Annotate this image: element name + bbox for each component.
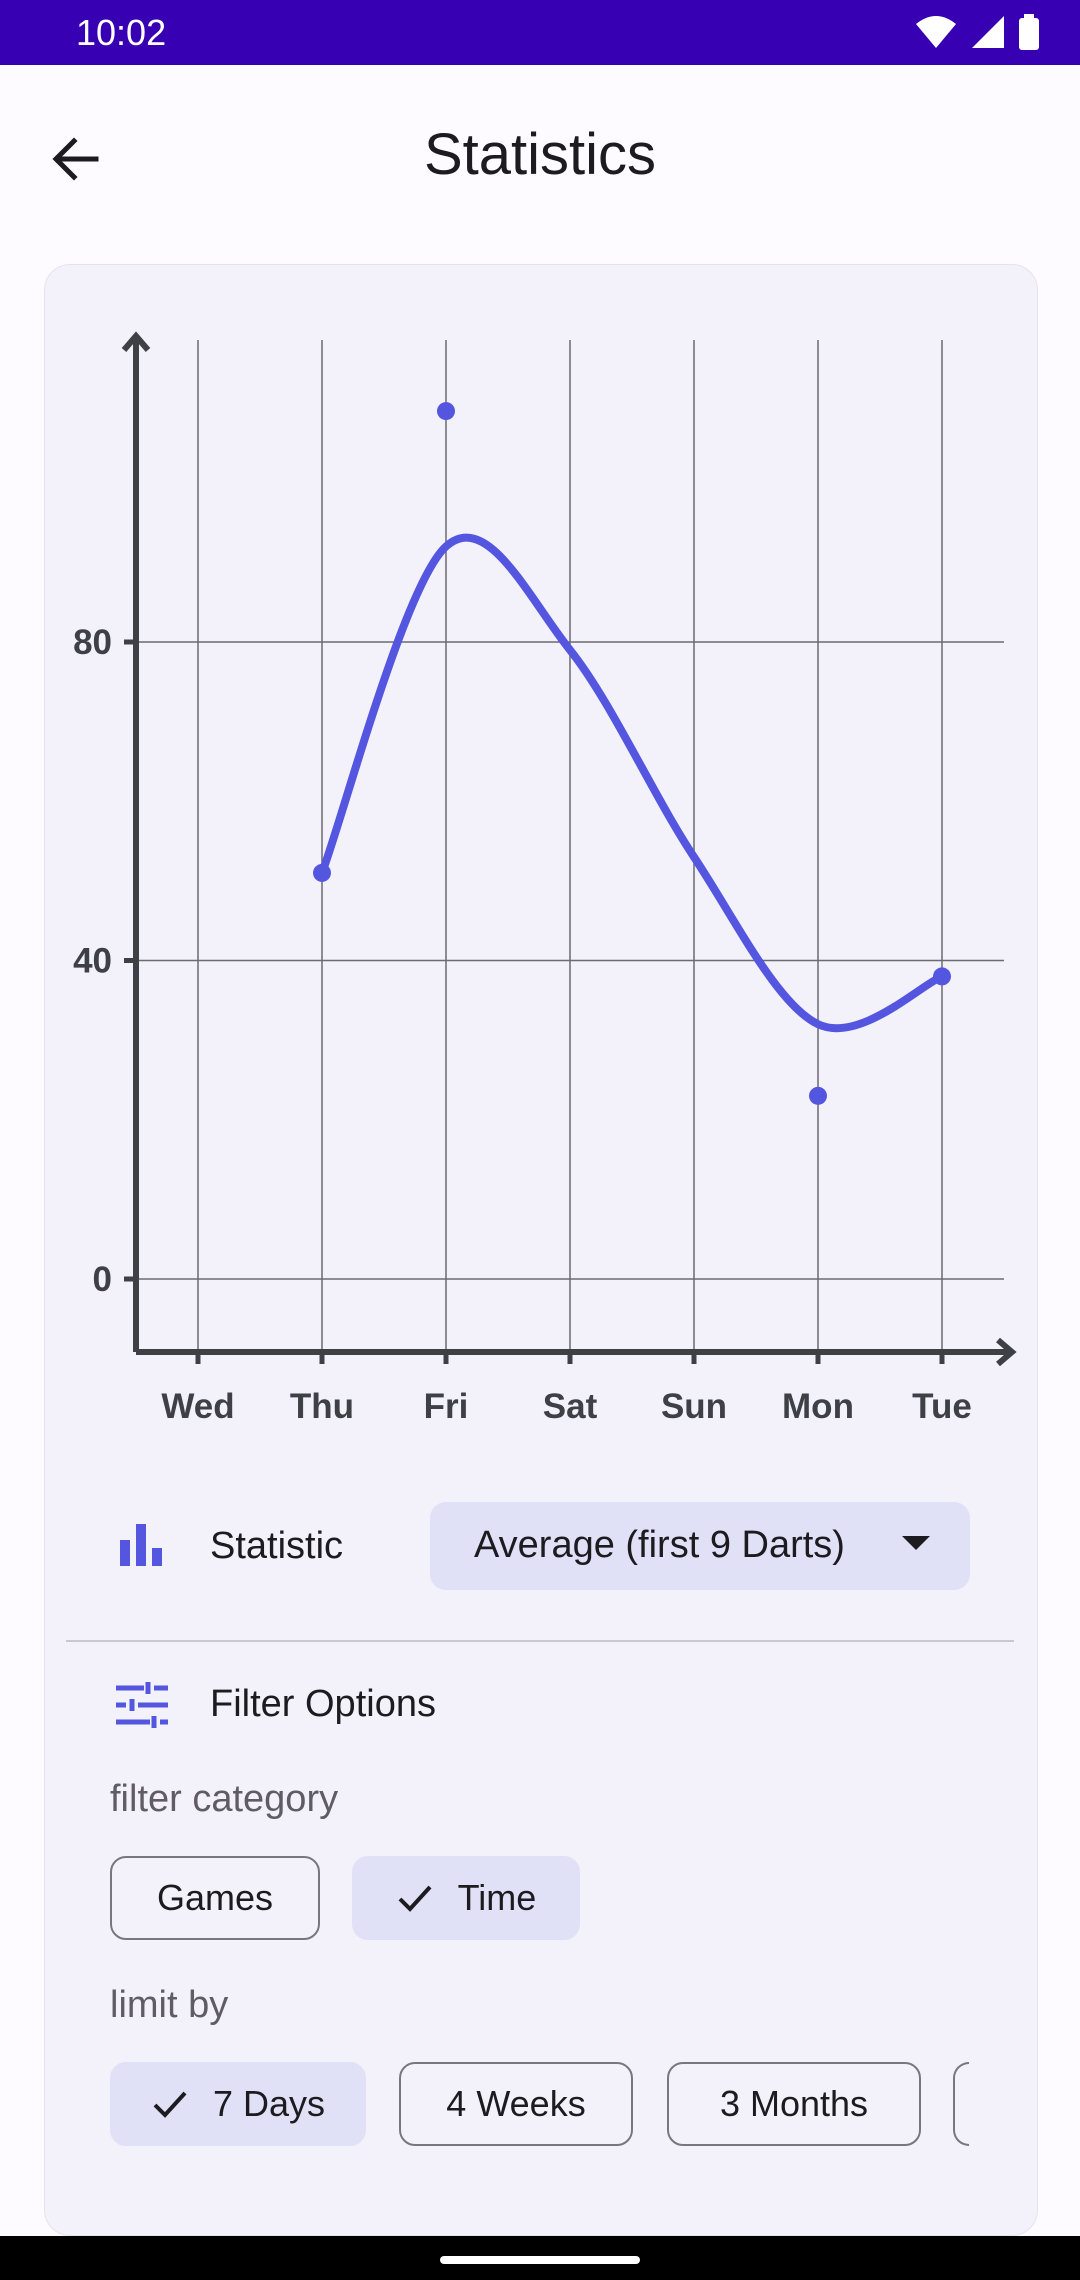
x-tick-label: Mon [782,1387,854,1426]
line-chart: Wed Thu Fri Sat Sun Mon Tue 0 40 80 [73,331,1017,1426]
chip-games-label: Games [156,1877,274,1918]
status-bar: 10:02 [0,0,1080,65]
y-tick-label: 40 [73,942,112,981]
chip-7-days[interactable]: 7 Days [110,2062,366,2146]
bar-chart-icon [120,1524,162,1566]
x-tick-label: Fri [424,1387,469,1426]
filter-category-label: filter category [110,1778,339,1820]
status-time: 10:02 [76,12,167,53]
wifi-icon [916,16,956,48]
chip-more-partial[interactable] [953,2062,969,2146]
x-tick-label: Sat [543,1387,598,1426]
chip-4-weeks-label: 4 Weeks [446,2083,586,2124]
statistic-dropdown[interactable]: Average (first 9 Darts) [430,1502,970,1590]
statistic-label: Statistic [210,1525,344,1567]
chip-4-weeks[interactable]: 4 Weeks [399,2062,633,2146]
data-point [809,1086,827,1105]
battery-icon [1019,14,1039,50]
signal-icon [972,16,1004,48]
statistic-selected: Average (first 9 Darts) [474,1524,845,1566]
chip-games[interactable]: Games [110,1856,320,1940]
tune-icon [116,1682,168,1728]
check-icon [153,2091,187,2118]
caret-down-icon [902,1536,930,1550]
y-tick-label: 0 [93,1260,112,1299]
y-axis-arrow [121,331,151,352]
filter-options-label: Filter Options [210,1683,436,1725]
chip-3-months-label: 3 Months [719,2083,869,2124]
series-line [318,533,946,1033]
chip-3-months[interactable]: 3 Months [667,2062,921,2146]
chip-time-label: Time [457,1877,537,1918]
chip-time[interactable]: Time [352,1856,580,1940]
app-bar: Statistics [0,65,1080,245]
home-indicator[interactable] [440,2256,640,2264]
navigation-bar [0,2236,1080,2280]
x-tick-label: Thu [290,1387,354,1426]
data-point [437,402,455,421]
chip-7-days-label: 7 Days [212,2083,326,2124]
status-icons [914,14,1040,50]
data-point [313,863,331,882]
page-title: Statistics [423,122,657,187]
y-tick-label: 80 [73,623,112,662]
x-tick-label: Sun [661,1387,727,1426]
x-tick-label: Tue [912,1387,972,1426]
data-point [933,967,951,986]
arrow-back-icon[interactable] [40,123,112,195]
divider [66,1640,1014,1642]
limit-by-label: limit by [110,1984,229,2026]
check-icon [398,1885,432,1912]
x-axis-arrow [996,1337,1017,1367]
x-tick-label: Wed [161,1387,234,1426]
